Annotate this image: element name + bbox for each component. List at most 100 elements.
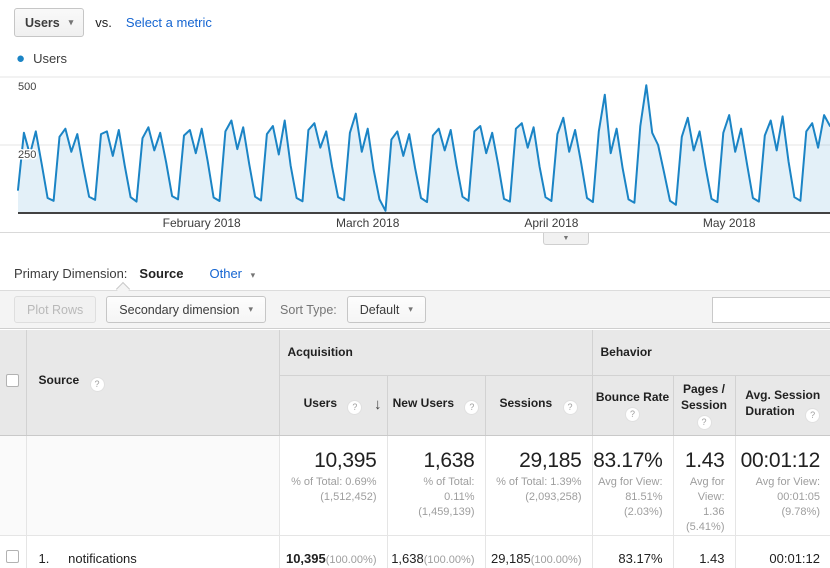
table-search-input[interactable] xyxy=(712,297,830,323)
dimension-source-tab[interactable]: Source xyxy=(139,265,184,281)
row-users-value: 10,395 xyxy=(285,550,326,566)
y-axis-tick: 250 xyxy=(18,149,36,161)
chevron-down-icon: ▾ xyxy=(248,304,254,314)
totals-pages-session-cell: 1.43 Avg for View: 1.36 (5.41%) xyxy=(672,435,735,535)
users-column-header[interactable]: Users ? ↓ xyxy=(278,375,387,436)
row-new-users-pct: (100.00%) xyxy=(423,553,475,566)
row-bounce-rate-value: 83.17% xyxy=(618,550,663,566)
dimension-other-label[interactable]: Other xyxy=(209,265,243,281)
row-bounce-rate-cell: 83.17% xyxy=(591,534,673,568)
totals-sessions-note: % of Total: 1.39% (2,093,258) xyxy=(496,475,582,503)
new-users-header-label: New Users xyxy=(392,396,455,411)
chevron-down-icon: ▾ xyxy=(408,304,413,314)
row-checkbox[interactable] xyxy=(6,550,20,564)
sort-descending-icon[interactable]: ↓ xyxy=(374,396,382,413)
legend-dot-icon: ● xyxy=(16,50,26,67)
totals-new-users-value: 1,638 xyxy=(423,448,475,472)
row-source-label: notifications xyxy=(68,550,137,566)
avg-duration-header-label: Avg. Session Duration xyxy=(745,388,821,419)
totals-avg-duration-cell: 00:01:12 Avg for View: 00:01:05 (9.78%) xyxy=(734,435,830,535)
primary-dimension-row: Primary Dimension: Source Other ▾ xyxy=(14,259,255,287)
sessions-header-label: Sessions xyxy=(499,396,553,411)
avg-session-duration-column-header[interactable]: Avg. Session Duration ? xyxy=(734,375,830,436)
x-axis-tick: February 2018 xyxy=(163,216,241,230)
metric-bar: Users ▾ vs. Select a metric xyxy=(14,8,212,37)
vs-label: vs. xyxy=(95,15,112,30)
totals-new-users-note: % of Total: 0.11% (1,459,139) xyxy=(418,475,475,518)
row-pages-session-value: 1.43 xyxy=(699,550,725,566)
help-icon[interactable]: ? xyxy=(696,414,712,430)
totals-new-users-cell: 1,638 % of Total: 0.11% (1,459,139) xyxy=(386,435,485,535)
sessions-column-header[interactable]: Sessions ? xyxy=(484,375,592,436)
table-toolbar: Plot Rows Secondary dimension ▾ Sort Typ… xyxy=(0,290,830,329)
chart-legend: ● Users xyxy=(16,51,67,66)
source-header-label: Source xyxy=(38,373,80,387)
help-icon[interactable]: ? xyxy=(562,399,578,415)
totals-source-spacer xyxy=(25,435,279,535)
behavior-group-label: Behavior xyxy=(600,345,652,360)
row-users-pct: (100.00%) xyxy=(325,553,377,566)
x-axis-tick: May 2018 xyxy=(703,216,756,230)
source-report-table: Source ? Acquisition Behavior Users ? ↓ xyxy=(0,330,830,568)
row-avg-duration-value: 00:01:12 xyxy=(769,550,820,566)
acquisition-group-header: Acquisition xyxy=(278,330,592,376)
bounce-rate-header-label: Bounce Rate xyxy=(595,389,670,404)
help-icon[interactable]: ? xyxy=(625,406,640,422)
row-new-users-cell: 1,638(100.00%) xyxy=(386,534,485,568)
totals-users-value: 10,395 xyxy=(314,448,377,472)
secondary-dimension-label: Secondary dimension xyxy=(119,302,240,317)
select-all-checkbox[interactable] xyxy=(6,374,20,388)
group-header-row: Source ? Acquisition Behavior xyxy=(0,330,830,436)
help-icon[interactable]: ? xyxy=(805,407,821,423)
chart-collapse-tab[interactable]: ▼ xyxy=(543,233,589,245)
row-sessions-pct: (100.00%) xyxy=(530,553,582,566)
table-row: 1. notifications 10,395(100.00%) 1,638(1… xyxy=(0,534,830,568)
pages-session-column-header[interactable]: Pages / Session ? xyxy=(672,375,735,436)
sort-type-dropdown[interactable]: Default ▾ xyxy=(346,296,426,323)
x-axis-tick: April 2018 xyxy=(524,216,578,230)
metric-selector-dropdown[interactable]: Users ▾ xyxy=(14,8,85,37)
totals-row: 10,395 % of Total: 0.69% (1,512,452) 1,6… xyxy=(0,435,830,535)
column-header-row: Users ? ↓ New Users ? Sessions ? Bounce … xyxy=(0,375,830,436)
help-icon[interactable]: ? xyxy=(347,399,363,415)
select-a-metric-link[interactable]: Select a metric xyxy=(125,15,212,30)
totals-bounce-rate-value: 83.17% xyxy=(593,448,663,472)
totals-sessions-value: 29,185 xyxy=(519,448,582,472)
row-index: 1. xyxy=(38,550,50,566)
chart-divider xyxy=(0,232,830,233)
totals-pages-session-note: Avg for View: 1.36 (5.41%) xyxy=(685,475,725,533)
chevron-down-icon: ▾ xyxy=(250,269,256,280)
source-column-header: Source ? xyxy=(25,330,279,436)
select-all-cell xyxy=(0,330,26,436)
help-icon[interactable]: ? xyxy=(89,376,105,392)
acquisition-group-label: Acquisition xyxy=(287,345,353,360)
chevron-down-icon: ▾ xyxy=(68,17,74,27)
totals-users-note: % of Total: 0.69% (1,512,452) xyxy=(291,475,377,503)
row-avg-duration-cell: 00:01:12 xyxy=(734,534,830,568)
bounce-rate-column-header[interactable]: Bounce Rate ? xyxy=(591,375,673,436)
dimension-other-link[interactable]: Other ▾ xyxy=(210,266,256,281)
totals-bounce-rate-note: Avg for View: 81.51% (2.03%) xyxy=(598,475,663,518)
new-users-column-header[interactable]: New Users ? xyxy=(386,375,485,436)
secondary-dimension-dropdown[interactable]: Secondary dimension ▾ xyxy=(106,296,267,323)
row-pages-session-cell: 1.43 xyxy=(672,534,735,568)
row-checkbox-cell xyxy=(0,534,26,568)
sort-type-value: Default xyxy=(359,302,400,317)
totals-bounce-rate-cell: 83.17% Avg for View: 81.51% (2.03%) xyxy=(591,435,673,535)
behavior-group-header: Behavior xyxy=(591,330,830,376)
collapse-arrow-icon: ▼ xyxy=(562,235,570,242)
totals-checkbox-spacer xyxy=(0,435,26,535)
metric-selector-value: Users xyxy=(25,15,60,30)
row-users-cell: 10,395(100.00%) xyxy=(278,534,387,568)
legend-label: Users xyxy=(33,51,68,66)
totals-pages-session-value: 1.43 xyxy=(684,448,725,472)
help-icon[interactable]: ? xyxy=(464,399,480,415)
plot-rows-button[interactable]: Plot Rows xyxy=(14,296,97,323)
totals-avg-duration-value: 00:01:12 xyxy=(740,448,821,472)
row-sessions-value: 29,185 xyxy=(490,550,531,566)
row-sessions-cell: 29,185(100.00%) xyxy=(484,534,592,568)
primary-dimension-label: Primary Dimension: xyxy=(14,265,128,281)
y-axis-tick: 500 xyxy=(18,81,36,93)
users-header-label: Users xyxy=(303,396,337,411)
